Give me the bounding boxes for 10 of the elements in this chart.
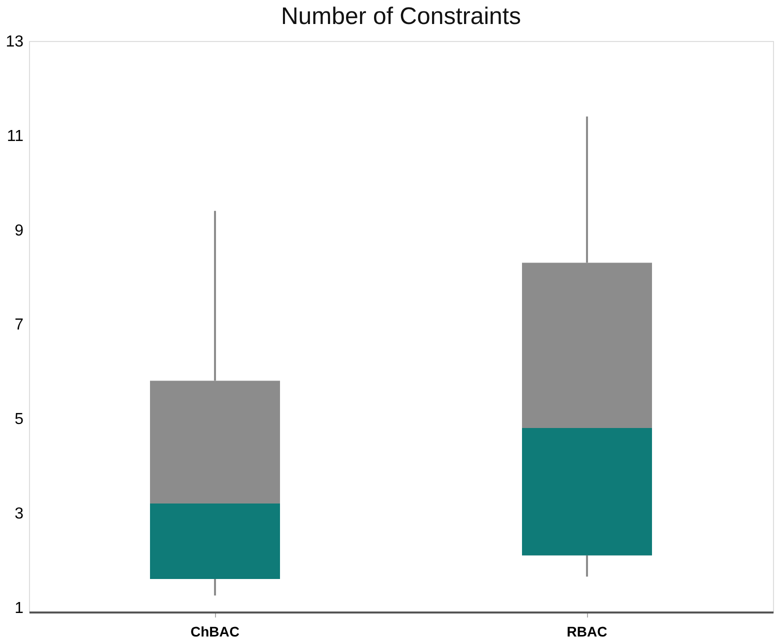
- y-tick-label: 9: [14, 222, 24, 240]
- x-tick-label: RBAC: [566, 624, 608, 640]
- y-tick-label: 5: [14, 411, 24, 428]
- y-tick-label: 1: [14, 600, 24, 617]
- y-tick-label: 13: [6, 34, 24, 50]
- x-tick-label: ChBAC: [190, 624, 240, 640]
- y-tick-label: 7: [14, 316, 24, 334]
- chart-title: Number of Constraints: [280, 3, 522, 30]
- y-tick-label: 11: [6, 128, 24, 145]
- y-tick-label: 3: [14, 505, 24, 522]
